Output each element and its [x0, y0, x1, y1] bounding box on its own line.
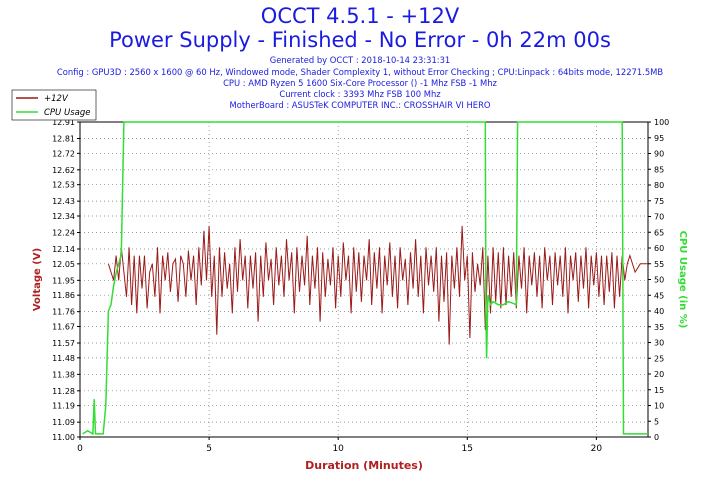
y-tick-label: 12.72 — [52, 149, 75, 158]
y2-tick-label: 0 — [654, 433, 659, 442]
y-tick-label: 11.57 — [52, 339, 75, 348]
x-tick-label: 20 — [591, 444, 603, 454]
y2-tick-label: 55 — [654, 260, 664, 269]
clock-info: Current clock : 3393 Mhz FSB 100 Mhz — [279, 89, 441, 99]
y2-tick-label: 80 — [654, 181, 664, 190]
y-tick-label: 11.28 — [52, 387, 75, 396]
y2-tick-label: 35 — [654, 323, 664, 332]
y-tick-label: 11.95 — [52, 276, 75, 285]
y-tick-label: 11.76 — [52, 308, 75, 317]
chart-title: OCCT 4.5.1 - +12V — [260, 4, 460, 28]
legend: +12V CPU Usage — [11, 89, 97, 121]
y2-tick-label: 95 — [654, 134, 664, 143]
y2-tick-label: 70 — [654, 213, 664, 222]
y2-tick-label: 30 — [654, 339, 664, 348]
y2-axis-label: CPU Usage (in %) — [677, 231, 688, 329]
y-tick-label: 12.24 — [52, 228, 75, 237]
y2-tick-label: 65 — [654, 228, 664, 237]
axes: 11.00 11.09 11.19 11.28 11.38 11.48 11.57 11.67… — [32, 118, 688, 472]
y2-tick-label: 20 — [654, 370, 664, 379]
legend-box — [11, 89, 97, 121]
y2-tick-label: 60 — [654, 244, 664, 253]
legend-label-voltage: +12V — [44, 94, 69, 104]
y-tick-label: 11.67 — [52, 323, 75, 332]
grid — [79, 121, 648, 438]
x-tick-label: 15 — [462, 444, 473, 454]
x-tick-label: 5 — [206, 444, 212, 454]
x-tick-label: 10 — [332, 444, 344, 454]
y-tick-label: 12.62 — [52, 166, 75, 175]
generated-info: Generated by OCCT : 2018-10-14 23:31:31 — [269, 55, 451, 65]
y-tick-label: 12.81 — [52, 134, 75, 143]
y-tick-label: 11.48 — [52, 354, 75, 363]
y-axis-label: Voltage (V) — [32, 248, 43, 311]
y2-tick-label: 15 — [654, 386, 664, 395]
chart-subtitle: Power Supply - Finished - No Error - 0h … — [109, 28, 611, 52]
y2-tick-label: 40 — [654, 307, 664, 316]
y-tick-label: 11.19 — [52, 402, 75, 411]
y-tick-label: 11.09 — [52, 418, 75, 427]
y-tick-label: 11.86 — [52, 291, 75, 300]
y2-tick-label: 85 — [654, 165, 664, 174]
cpu-usage-series-line — [82, 121, 648, 436]
y-tick-label: 12.05 — [52, 260, 75, 269]
y2-tick-label: 75 — [654, 197, 664, 206]
y2-tick-label: 50 — [654, 276, 664, 285]
y-tick-label: 12.53 — [52, 181, 75, 190]
x-tick-label: 0 — [77, 444, 83, 454]
y2-tick-label: 5 — [654, 417, 659, 426]
legend-label-cpu: CPU Usage — [44, 108, 90, 118]
y-tick-label: 11.38 — [52, 370, 75, 379]
y2-tick-label: 100 — [654, 118, 669, 127]
x-axis-label: Duration (Minutes) — [305, 459, 423, 472]
y2-tick-label: 10 — [654, 402, 664, 411]
voltage-series-line — [107, 225, 648, 345]
y2-tick-label: 90 — [654, 150, 664, 159]
y-tick-label: 11.00 — [52, 433, 75, 442]
y-tick-label: 12.43 — [52, 197, 75, 206]
series-layer — [82, 121, 648, 436]
y-tick-label: 12.14 — [52, 245, 75, 254]
y2-tick-label: 25 — [654, 354, 664, 363]
config-info: Config : GPU3D : 2560 x 1600 @ 60 Hz, Wi… — [56, 67, 664, 77]
y-tick-label: 12.91 — [52, 118, 75, 127]
y-tick-label: 12.34 — [52, 212, 75, 221]
motherboard-info: MotherBoard : ASUSTeK COMPUTER INC.: CRO… — [229, 100, 491, 110]
cpu-info: CPU : AMD Ryzen 5 1600 Six-Core Processo… — [223, 78, 497, 88]
y2-tick-label: 45 — [654, 291, 664, 300]
